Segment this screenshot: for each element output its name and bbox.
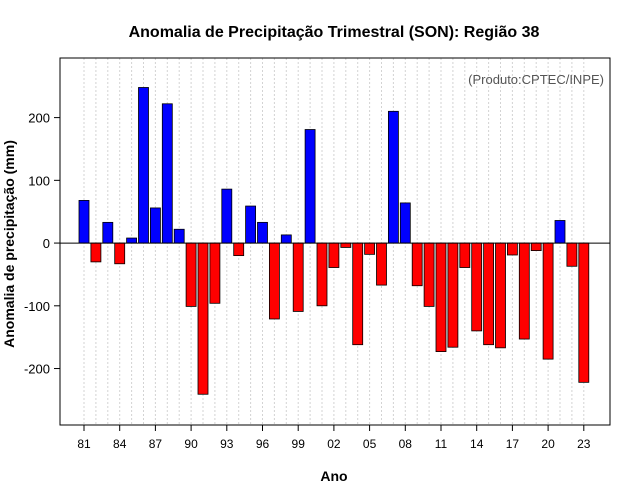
credit-text: (Produto:CPTEC/INPE) — [468, 72, 604, 87]
bar-94 — [233, 242, 245, 257]
x-tick-label: 23 — [577, 437, 591, 451]
bar-82 — [90, 242, 102, 263]
bar-85 — [126, 237, 137, 244]
x-axis: 81 84 87 90 93 96 99 02 05 08 11 14 17 20 23 — [77, 425, 591, 451]
bar-91 — [197, 242, 209, 395]
bar-12 — [447, 242, 459, 348]
bar-97 — [268, 242, 280, 320]
bar-06 — [376, 242, 387, 286]
bar-14 — [471, 242, 483, 332]
bar-17 — [506, 242, 518, 256]
x-tick-label: 11 — [435, 437, 448, 451]
bar-92 — [209, 242, 221, 304]
bar-00 — [304, 129, 316, 244]
bar-18 — [518, 242, 530, 340]
bar-16 — [495, 242, 506, 349]
bar-08 — [399, 202, 411, 244]
bar-81 — [78, 200, 90, 244]
bar-19 — [530, 242, 542, 251]
bar-02 — [328, 242, 340, 268]
x-tick-label: 05 — [363, 437, 377, 451]
bar-22 — [566, 242, 578, 267]
plot-area — [59, 57, 611, 426]
x-tick-label: 14 — [470, 437, 484, 451]
x-tick-label: 20 — [541, 437, 555, 451]
bar-10 — [423, 242, 435, 307]
bar-93 — [221, 188, 233, 244]
bar-95 — [245, 205, 257, 244]
bar-03 — [340, 242, 352, 248]
x-tick-label: 81 — [77, 437, 91, 451]
bar-89 — [173, 228, 185, 244]
x-tick-label: 02 — [327, 437, 341, 451]
bar-84 — [114, 242, 126, 265]
y-tick-label: 100 — [28, 173, 50, 188]
y-axis: -200 -100 0 100 200 — [24, 111, 60, 377]
bar-15 — [483, 242, 495, 346]
bar-21 — [554, 220, 566, 244]
bar-96 — [257, 221, 268, 244]
x-tick-label: 93 — [220, 437, 234, 451]
bar-98 — [280, 234, 292, 244]
bar-86 — [138, 87, 149, 244]
chart-title: Anomalia de Precipitação Trimestral (SON… — [129, 24, 540, 41]
bar-99 — [292, 242, 304, 312]
bar-07 — [387, 110, 399, 244]
y-axis-title: Anomalia de precipitação (mm) — [1, 140, 17, 348]
bars — [78, 87, 590, 395]
x-tick-label: 87 — [149, 437, 163, 451]
y-tick-label: 0 — [43, 236, 50, 251]
y-tick-label: -200 — [24, 362, 50, 377]
y-tick-label: -100 — [24, 299, 50, 314]
x-tick-label: 08 — [399, 437, 413, 451]
bar-05 — [364, 242, 376, 255]
bar-90 — [185, 242, 197, 307]
bar-09 — [411, 242, 423, 287]
x-tick-label: 96 — [256, 437, 270, 451]
bar-01 — [316, 242, 328, 307]
bar-04 — [352, 242, 364, 346]
y-tick-label: 200 — [28, 111, 50, 126]
bar-23 — [578, 242, 590, 383]
x-tick-label: 84 — [113, 437, 127, 451]
x-axis-title: Ano — [320, 468, 347, 484]
x-tick-label: 90 — [184, 437, 198, 451]
x-tick-label: 99 — [292, 437, 306, 451]
bar-88 — [161, 103, 173, 244]
bar-87 — [149, 207, 161, 244]
bar-20 — [542, 242, 554, 360]
bar-11 — [435, 242, 447, 352]
bar-13 — [459, 242, 471, 268]
bar-83 — [102, 221, 114, 244]
x-tick-label: 17 — [506, 437, 520, 451]
